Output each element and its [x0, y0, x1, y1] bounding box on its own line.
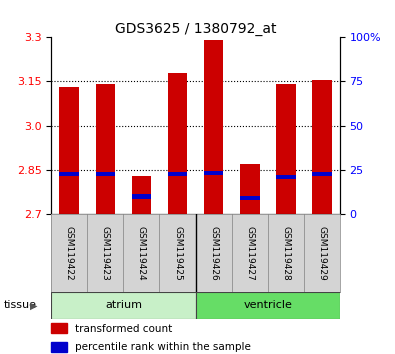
Bar: [167, 172, 187, 176]
Text: GSM119422: GSM119422: [65, 226, 74, 280]
Bar: [167, 73, 187, 214]
Text: GSM119425: GSM119425: [173, 226, 182, 280]
Bar: [60, 87, 79, 214]
Bar: [276, 175, 295, 179]
Text: transformed count: transformed count: [75, 324, 172, 333]
Text: GSM119429: GSM119429: [317, 226, 326, 280]
Text: GSM119427: GSM119427: [245, 226, 254, 280]
Title: GDS3625 / 1380792_at: GDS3625 / 1380792_at: [115, 22, 276, 36]
Text: tissue: tissue: [4, 300, 37, 310]
Bar: [51, 323, 67, 333]
Bar: [51, 292, 196, 319]
Bar: [51, 342, 67, 352]
Text: ▶: ▶: [30, 300, 37, 310]
Bar: [204, 171, 224, 175]
Bar: [240, 164, 260, 214]
Bar: [132, 176, 151, 214]
Text: atrium: atrium: [105, 300, 142, 310]
Text: GSM119428: GSM119428: [281, 226, 290, 280]
Text: percentile rank within the sample: percentile rank within the sample: [75, 342, 251, 352]
Bar: [240, 196, 260, 200]
Text: GSM119426: GSM119426: [209, 226, 218, 280]
Bar: [60, 172, 79, 176]
Bar: [96, 84, 115, 214]
Text: ventricle: ventricle: [243, 300, 292, 310]
Bar: [276, 84, 295, 214]
Text: GSM119424: GSM119424: [137, 226, 146, 280]
Text: GSM119423: GSM119423: [101, 226, 110, 280]
Bar: [132, 194, 151, 199]
Bar: [204, 40, 224, 214]
Bar: [196, 292, 340, 319]
Bar: [312, 80, 331, 214]
Bar: [96, 172, 115, 176]
Bar: [312, 172, 331, 176]
